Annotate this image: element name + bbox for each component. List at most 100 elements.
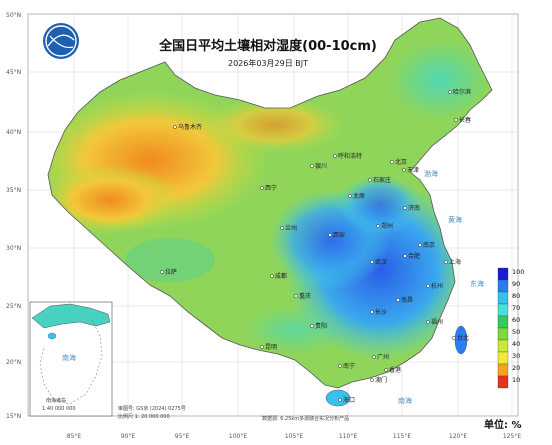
longitude-labels: 85°E 90°E 95°E 100°E 105°E 110°E 115°E 1… bbox=[67, 433, 522, 440]
city-label: 西安 bbox=[333, 231, 345, 239]
legend-label: 10 bbox=[512, 376, 520, 384]
lon-label: 125°E bbox=[503, 433, 521, 440]
legend-swatch bbox=[497, 375, 509, 389]
lon-label: 105°E bbox=[285, 433, 303, 440]
city-marker bbox=[310, 164, 314, 168]
city-label: 长沙 bbox=[375, 308, 387, 316]
sea-label-bohai: 渤海 bbox=[424, 169, 438, 178]
city-label: 合肥 bbox=[408, 252, 420, 260]
city-marker bbox=[160, 270, 164, 274]
wet-zone-northeast bbox=[390, 40, 490, 120]
city-marker bbox=[333, 154, 337, 158]
city-marker bbox=[370, 310, 374, 314]
city-marker bbox=[426, 320, 430, 324]
legend-swatch bbox=[497, 339, 509, 353]
city-marker bbox=[418, 243, 422, 247]
map-title: 全国日平均土壤相对湿度(00-10cm) bbox=[158, 38, 377, 54]
city-label: 澳门 bbox=[375, 376, 387, 384]
hainan-island bbox=[325, 389, 351, 407]
legend-swatch bbox=[497, 267, 509, 281]
latitude-labels: 50°N 45°N 40°N 35°N 30°N 25°N 20°N 15°N bbox=[6, 12, 21, 420]
city-label: 台北 bbox=[457, 334, 469, 342]
city-label: 石家庄 bbox=[373, 176, 391, 184]
lon-label: 90°E bbox=[121, 433, 136, 440]
map-scale: 比例尺 1: 20 000 000 bbox=[118, 413, 170, 420]
sea-label-donghai: 东海 bbox=[470, 279, 484, 288]
national-border bbox=[47, 17, 493, 389]
city-label: 银川 bbox=[315, 162, 327, 170]
inset-scale: 1:40 000 000 bbox=[42, 406, 76, 412]
inset-hainan bbox=[47, 332, 57, 340]
city-label: 重庆 bbox=[299, 292, 311, 300]
city-marker bbox=[348, 194, 352, 198]
lat-label: 25°N bbox=[6, 303, 21, 310]
lon-label: 110°E bbox=[339, 433, 357, 440]
city-label: 南京 bbox=[423, 241, 435, 249]
city-marker bbox=[402, 168, 406, 172]
lat-label: 40°N bbox=[6, 129, 21, 136]
unit-label: 单位: % bbox=[484, 418, 522, 431]
city-label: 西宁 bbox=[265, 184, 277, 192]
city-label: 济南 bbox=[408, 204, 420, 212]
data-source: 数据源: 6.25km多源融合实况分析产品 bbox=[262, 415, 349, 422]
south-china-sea-inset: 南海诸岛 1:40 000 000 南海 bbox=[29, 301, 113, 417]
city-marker bbox=[260, 345, 264, 349]
map-frame bbox=[27, 13, 519, 417]
lon-label: 100°E bbox=[229, 433, 247, 440]
city-marker bbox=[338, 398, 342, 402]
inset-label: 南海诸岛 bbox=[46, 397, 66, 404]
lat-label: 45°N bbox=[6, 69, 21, 76]
city-marker bbox=[444, 260, 448, 264]
map-date: 2026年03月29日 BJT bbox=[228, 58, 308, 68]
wet-zone-guangxi bbox=[245, 305, 345, 355]
moist-zone-tibet-east bbox=[125, 238, 215, 282]
city-label: 昆明 bbox=[265, 344, 277, 351]
lon-label: 95°E bbox=[175, 433, 190, 440]
lat-label: 50°N bbox=[6, 12, 21, 19]
city-label: 福州 bbox=[431, 318, 443, 326]
city-label: 乌鲁木齐 bbox=[178, 123, 202, 131]
city-marker bbox=[270, 274, 274, 278]
city-marker bbox=[260, 186, 264, 190]
city-marker bbox=[173, 125, 177, 129]
city-marker bbox=[403, 254, 407, 258]
city-label: 南宁 bbox=[343, 362, 355, 370]
inset-land bbox=[31, 303, 111, 329]
lat-label: 30°N bbox=[6, 245, 21, 252]
moisture-legend: 100 90 80 70 60 50 40 30 20 10 bbox=[497, 267, 524, 389]
city-label: 广州 bbox=[377, 353, 389, 361]
wet-zone-north-china bbox=[340, 175, 420, 235]
legend-swatch bbox=[497, 315, 509, 329]
city-label: 武汉 bbox=[375, 258, 387, 266]
legend-label: 30 bbox=[512, 352, 520, 360]
legend-swatch bbox=[497, 291, 509, 305]
dry-zone-tarim bbox=[48, 165, 180, 235]
taiwan-island bbox=[454, 325, 468, 355]
legend-label: 80 bbox=[512, 292, 520, 300]
lon-label: 120°E bbox=[449, 433, 467, 440]
city-marker bbox=[452, 336, 456, 340]
city-label: 海口 bbox=[343, 396, 355, 404]
city-label: 呼和浩特 bbox=[338, 152, 362, 160]
city-label: 拉萨 bbox=[165, 268, 177, 276]
legend-swatch bbox=[497, 351, 509, 365]
lat-label: 35°N bbox=[6, 187, 21, 194]
nine-dash-line bbox=[39, 319, 103, 405]
legend-label: 70 bbox=[512, 304, 520, 312]
lat-label: 15°N bbox=[6, 413, 21, 420]
lat-label: 20°N bbox=[6, 359, 21, 366]
city-marker bbox=[384, 368, 388, 372]
city-marker bbox=[370, 260, 374, 264]
city-label: 成都 bbox=[275, 272, 287, 280]
lon-label: 85°E bbox=[67, 433, 82, 440]
sea-label-nanhai-inset: 南海 bbox=[62, 353, 76, 362]
city-label: 贵阳 bbox=[315, 322, 327, 330]
city-marker bbox=[376, 224, 380, 228]
city-label: 兰州 bbox=[285, 224, 297, 232]
city-marker bbox=[294, 294, 298, 298]
city-label: 哈尔滨 bbox=[453, 88, 471, 96]
city-label: 上海 bbox=[449, 258, 461, 266]
map-approval-number: 审图号: GS京 (2024) 0275号 bbox=[118, 405, 186, 412]
